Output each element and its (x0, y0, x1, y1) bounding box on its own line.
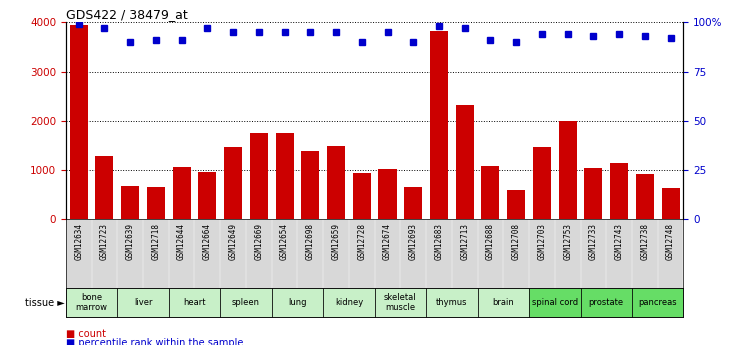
Bar (323, 288, 374, 317)
Text: thymus: thymus (436, 298, 468, 307)
Text: GSM12644: GSM12644 (177, 223, 186, 259)
Bar (169, 288, 220, 317)
Text: GSM12748: GSM12748 (666, 223, 675, 259)
Bar (198, 172, 216, 219)
Text: GSM12669: GSM12669 (254, 223, 263, 259)
Text: prostate: prostate (588, 298, 624, 307)
Text: ■ percentile rank within the sample: ■ percentile rank within the sample (66, 338, 243, 345)
Bar (220, 288, 272, 317)
Text: GSM12674: GSM12674 (383, 223, 392, 259)
Bar (69, 25, 88, 219)
Text: liver: liver (134, 298, 152, 307)
Text: pancreas: pancreas (638, 298, 677, 307)
Bar (224, 147, 242, 219)
Text: tissue ►: tissue ► (25, 298, 64, 308)
Bar (430, 31, 448, 219)
Bar (353, 173, 371, 219)
Bar (276, 132, 294, 219)
Text: GSM12723: GSM12723 (100, 223, 109, 259)
Text: GSM12664: GSM12664 (202, 223, 212, 259)
Bar (662, 188, 680, 219)
Bar (66, 288, 117, 317)
Bar (301, 151, 319, 219)
Bar (477, 288, 529, 317)
Bar (374, 288, 426, 317)
Bar (632, 288, 683, 317)
Bar (147, 187, 165, 219)
Text: GSM12708: GSM12708 (512, 223, 520, 259)
Bar (533, 147, 551, 219)
Bar (404, 187, 423, 219)
Text: GSM12728: GSM12728 (357, 223, 366, 259)
Text: GDS422 / 38479_at: GDS422 / 38479_at (66, 8, 188, 21)
Text: GSM12718: GSM12718 (151, 223, 160, 259)
Text: GSM12639: GSM12639 (126, 223, 135, 259)
Text: brain: brain (493, 298, 514, 307)
Bar (636, 174, 654, 219)
Text: GSM12659: GSM12659 (332, 223, 341, 259)
Text: spleen: spleen (232, 298, 260, 307)
Text: kidney: kidney (335, 298, 363, 307)
Text: GSM12693: GSM12693 (409, 223, 417, 259)
Bar (529, 288, 580, 317)
Text: lung: lung (288, 298, 307, 307)
Text: GSM12698: GSM12698 (306, 223, 315, 259)
Bar (379, 169, 396, 219)
Text: GSM12733: GSM12733 (589, 223, 598, 259)
Bar (426, 288, 477, 317)
Text: GSM12738: GSM12738 (640, 223, 649, 259)
Bar (272, 288, 323, 317)
Text: GSM12683: GSM12683 (434, 223, 444, 259)
Bar (580, 288, 632, 317)
Text: GSM12753: GSM12753 (563, 223, 572, 259)
Bar (584, 168, 602, 219)
Text: spinal cord: spinal cord (531, 298, 578, 307)
Bar (558, 121, 577, 219)
Bar (117, 288, 169, 317)
Text: GSM12688: GSM12688 (486, 223, 495, 259)
Text: ■ count: ■ count (66, 329, 106, 339)
Bar (610, 162, 628, 219)
Text: GSM12703: GSM12703 (537, 223, 547, 259)
Bar (250, 132, 268, 219)
Text: GSM12634: GSM12634 (74, 223, 83, 259)
Bar (327, 146, 345, 219)
Bar (173, 167, 191, 219)
Bar (507, 189, 525, 219)
Bar (95, 156, 113, 219)
Text: GSM12713: GSM12713 (461, 223, 469, 259)
Text: skeletal
muscle: skeletal muscle (384, 293, 417, 313)
Bar (121, 186, 139, 219)
Text: GSM12743: GSM12743 (615, 223, 624, 259)
Bar (482, 166, 499, 219)
Text: GSM12649: GSM12649 (229, 223, 238, 259)
Bar (455, 105, 474, 219)
Text: GSM12654: GSM12654 (280, 223, 289, 259)
Text: bone
marrow: bone marrow (75, 293, 107, 313)
Text: heart: heart (183, 298, 205, 307)
